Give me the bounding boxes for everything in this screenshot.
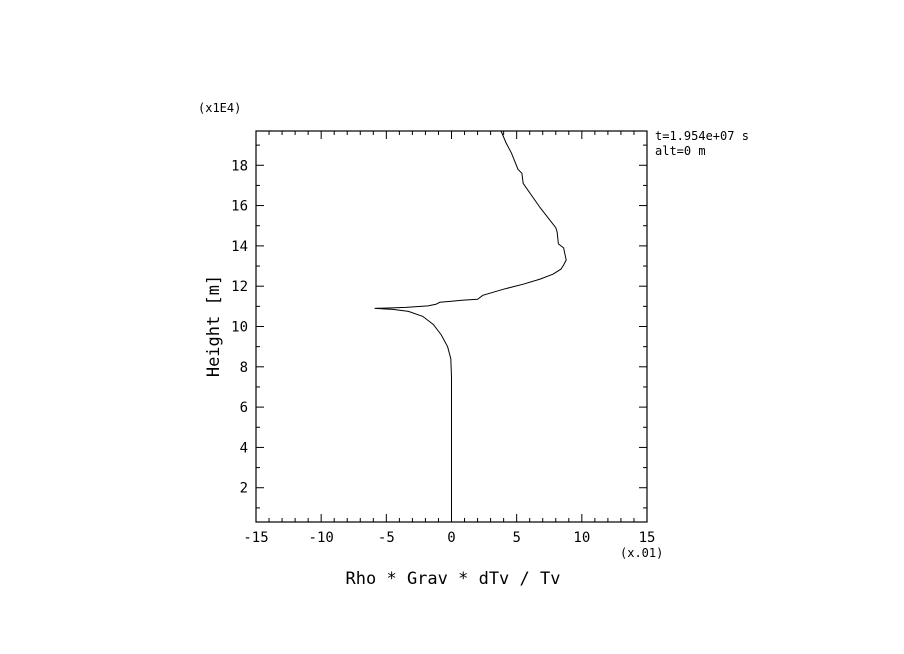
x-tick-label: 5 [512, 530, 520, 546]
series-line [374, 130, 567, 522]
y-axis-label: Height [m] [204, 275, 224, 377]
x-tick-label: 15 [639, 530, 656, 546]
y-tick-label: 10 [231, 320, 248, 336]
y-tick-label: 2 [240, 481, 248, 497]
time-annotation: t=1.954e+07 s [655, 129, 749, 143]
y-tick-label: 16 [231, 199, 248, 215]
x-scale-label: (x.01) [620, 546, 663, 560]
x-tick-label: -10 [309, 530, 334, 546]
ticks [255, 131, 648, 522]
y-tick-label: 18 [231, 158, 248, 174]
x-tick-label: -15 [243, 530, 268, 546]
x-tick-label: 0 [447, 530, 455, 546]
y-tick-label: 14 [231, 239, 248, 255]
altitude-annotation: alt=0 m [655, 144, 706, 158]
x-tick-label: -5 [378, 530, 395, 546]
y-scale-label: (x1E4) [198, 101, 241, 115]
x-tick-label: 10 [573, 530, 590, 546]
y-tick-label: 8 [240, 360, 248, 376]
y-tick-label: 6 [240, 400, 248, 416]
y-tick-label: 4 [240, 440, 248, 456]
tick-labels: -15 -10 -5 0 5 10 15 2 4 6 8 10 12 14 16 18 [231, 158, 655, 546]
y-tick-label: 12 [231, 279, 248, 295]
x-axis-label: Rho * Grav * dTv / Tv [346, 569, 561, 589]
